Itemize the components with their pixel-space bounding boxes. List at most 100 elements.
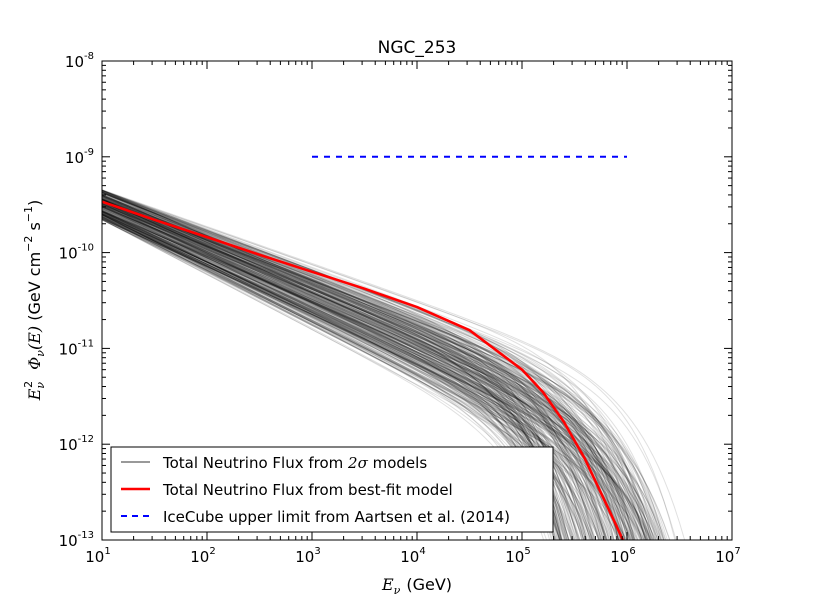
model-curve <box>102 214 587 540</box>
model-curve <box>102 197 651 540</box>
model-curve <box>102 191 600 540</box>
model-curve <box>102 204 607 540</box>
model-curve <box>102 205 557 540</box>
x-axis-label: Eν (GeV) <box>381 575 452 597</box>
model-curve <box>102 219 600 540</box>
model-curve <box>102 207 556 540</box>
model-curve <box>102 189 594 540</box>
model-curve <box>102 216 635 540</box>
model-curve <box>102 204 607 540</box>
model-curve <box>102 198 597 540</box>
model-curve <box>102 199 647 540</box>
model-curve <box>102 211 561 540</box>
model-curve <box>102 206 659 540</box>
model-curve <box>102 218 561 540</box>
legend-label-bestfit: Total Neutrino Flux from best-fit model <box>162 481 453 499</box>
model-curve <box>102 216 627 540</box>
legend-box <box>110 446 554 533</box>
model-curve <box>102 210 613 540</box>
model-curve <box>102 189 655 540</box>
model-curve <box>102 199 595 540</box>
model-curve <box>102 199 620 540</box>
x-tick-label: 106 <box>610 546 635 566</box>
chart-title: NGC_253 <box>378 38 457 58</box>
model-curve <box>102 205 631 540</box>
model-curve <box>102 209 619 540</box>
model-curve <box>102 200 668 540</box>
model-curve <box>102 194 568 540</box>
model-curve <box>102 206 614 540</box>
model-curve <box>102 216 566 540</box>
model-curve <box>102 192 584 540</box>
model-curve <box>102 204 566 540</box>
model-curve <box>102 203 653 540</box>
model-curve <box>102 209 643 540</box>
model-curve <box>102 195 637 540</box>
model-curve <box>102 195 643 540</box>
model-curve <box>102 211 621 540</box>
model-curve <box>102 210 659 540</box>
model-curve <box>102 216 596 540</box>
model-curve <box>102 207 632 540</box>
model-curve <box>102 202 636 540</box>
model-curve <box>102 211 561 540</box>
model-curve <box>102 206 560 540</box>
model-curve <box>102 194 659 540</box>
model-curve <box>102 201 606 540</box>
model-curve <box>102 215 652 540</box>
model-curve <box>102 216 643 540</box>
model-curve <box>102 201 638 540</box>
model-curve <box>102 217 574 540</box>
model-curve <box>102 200 659 540</box>
model-curve <box>102 198 576 540</box>
model-curve <box>102 212 607 540</box>
model-curve <box>102 204 623 540</box>
model-curve <box>102 210 656 540</box>
model-curve <box>102 205 580 540</box>
model-curve <box>102 218 569 540</box>
model-curve <box>102 214 545 540</box>
model-curve <box>102 208 661 540</box>
model-curve <box>102 206 654 540</box>
model-curve <box>102 203 654 540</box>
model-curve <box>102 198 572 540</box>
model-curve <box>102 203 562 540</box>
model-curve <box>102 218 594 540</box>
model-curve <box>102 216 588 540</box>
best-fit-line <box>102 200 625 540</box>
model-curve <box>102 196 581 540</box>
model-curve <box>102 207 592 540</box>
model-curve <box>102 209 612 540</box>
model-curve <box>102 205 570 540</box>
model-curve <box>102 204 625 540</box>
model-curve <box>102 219 576 540</box>
model-curve <box>102 216 645 540</box>
model-curve <box>102 213 608 540</box>
model-curve <box>102 205 651 540</box>
model-curve <box>102 196 600 540</box>
model-curve <box>102 189 619 540</box>
model-curve <box>102 213 649 540</box>
model-curve <box>102 210 597 540</box>
x-axis-ticks: 101 102 103 104 105 106 107 <box>85 61 741 566</box>
model-curve <box>102 191 560 540</box>
model-curve <box>102 203 645 540</box>
model-curve <box>102 218 633 540</box>
model-curve <box>102 203 634 540</box>
model-curve <box>102 205 649 540</box>
model-curve <box>102 208 619 540</box>
model-curve <box>102 209 611 540</box>
model-curve <box>102 202 635 540</box>
model-curve <box>102 210 632 540</box>
model-curve <box>102 199 639 540</box>
model-curve <box>102 194 604 540</box>
model-curve <box>102 198 630 540</box>
model-curve <box>102 204 563 540</box>
model-curve <box>102 200 667 540</box>
model-curve <box>102 214 590 540</box>
model-curve <box>102 209 581 540</box>
model-curve <box>102 191 562 540</box>
model-curve <box>102 201 607 540</box>
model-curve <box>102 195 626 540</box>
model-curve <box>102 200 602 540</box>
